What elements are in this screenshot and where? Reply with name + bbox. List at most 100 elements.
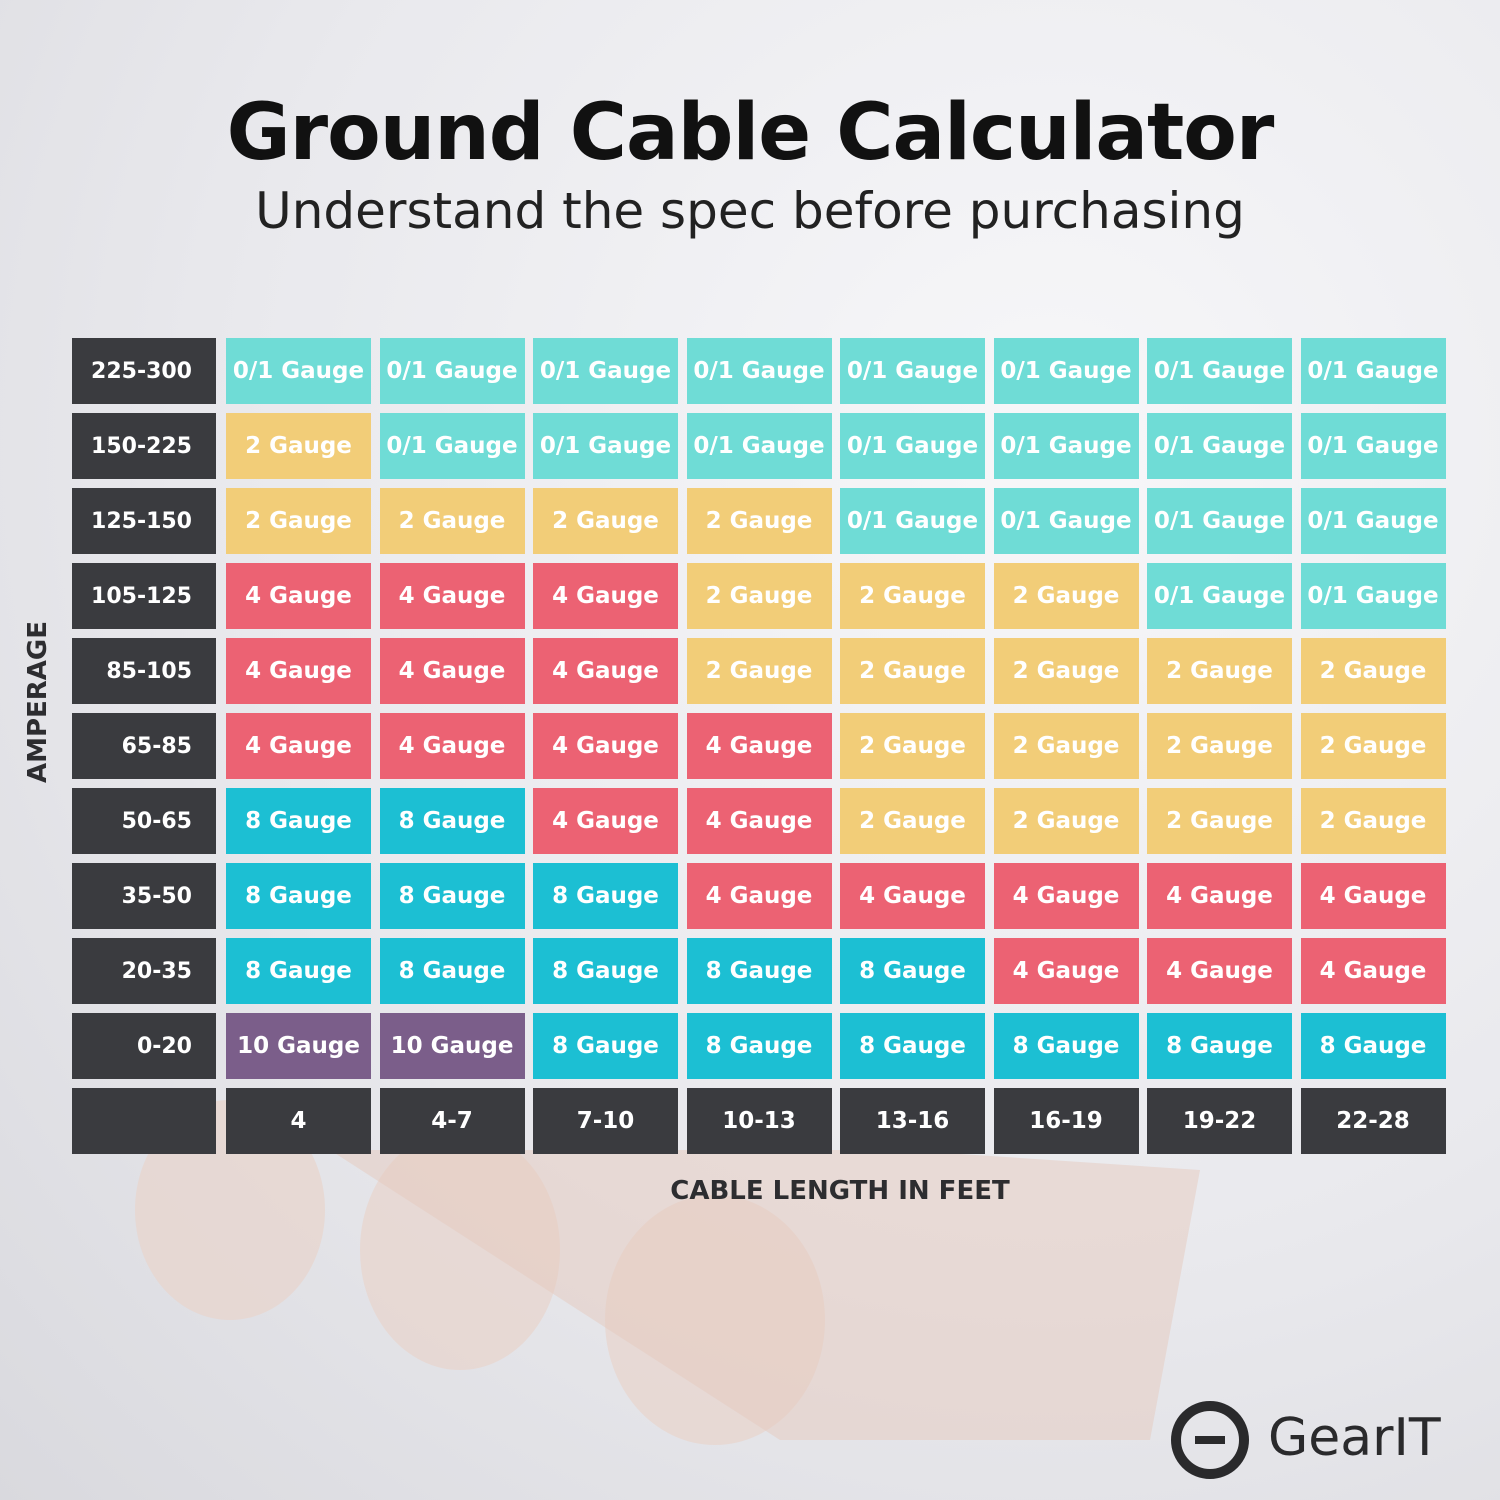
gauge-cell: 4 Gauge bbox=[686, 863, 832, 929]
gauge-cell: 0/1 Gauge bbox=[840, 413, 985, 479]
gauge-cell: 4 Gauge bbox=[686, 788, 832, 854]
gauge-cell: 2 Gauge bbox=[840, 638, 985, 704]
gauge-cell: 4 Gauge bbox=[1300, 938, 1446, 1004]
gauge-cell: 4 Gauge bbox=[226, 638, 371, 704]
gauge-cell: 8 Gauge bbox=[686, 938, 832, 1004]
gauge-cell: 0/1 Gauge bbox=[1300, 488, 1446, 554]
gauge-cell: 4 Gauge bbox=[993, 938, 1139, 1004]
gauge-cell: 2 Gauge bbox=[226, 413, 371, 479]
gauge-cell: 8 Gauge bbox=[840, 1013, 985, 1079]
gauge-cell: 4 Gauge bbox=[840, 863, 985, 929]
gauge-cell: 2 Gauge bbox=[1147, 713, 1292, 779]
gauge-cell: 4 Gauge bbox=[379, 563, 525, 629]
gauge-cell: 2 Gauge bbox=[993, 788, 1139, 854]
gauge-cell: 2 Gauge bbox=[840, 788, 985, 854]
gauge-cell: 4 Gauge bbox=[226, 713, 371, 779]
row-label: 65-85 bbox=[72, 713, 216, 779]
column-label: 13-16 bbox=[840, 1088, 985, 1154]
gauge-cell: 0/1 Gauge bbox=[379, 338, 525, 404]
gauge-cell: 2 Gauge bbox=[533, 488, 678, 554]
column-label: 4-7 bbox=[379, 1088, 525, 1154]
gauge-cell: 8 Gauge bbox=[226, 863, 371, 929]
gauge-cell: 0/1 Gauge bbox=[840, 488, 985, 554]
gauge-cell: 0/1 Gauge bbox=[1147, 413, 1292, 479]
gauge-cell: 4 Gauge bbox=[686, 713, 832, 779]
row-label: 20-35 bbox=[72, 938, 216, 1004]
gauge-cell: 0/1 Gauge bbox=[1300, 563, 1446, 629]
gauge-cell: 0/1 Gauge bbox=[686, 338, 832, 404]
gauge-cell: 2 Gauge bbox=[686, 563, 832, 629]
y-axis-label: AMPERAGE bbox=[23, 620, 53, 784]
gauge-cell: 2 Gauge bbox=[226, 488, 371, 554]
gauge-cell: 0/1 Gauge bbox=[840, 338, 985, 404]
row-label: 150-225 bbox=[72, 413, 216, 479]
gauge-cell: 2 Gauge bbox=[379, 488, 525, 554]
row-label: 225-300 bbox=[72, 338, 216, 404]
column-label: 22-28 bbox=[1300, 1088, 1446, 1154]
gauge-cell: 8 Gauge bbox=[379, 863, 525, 929]
x-axis-label: CABLE LENGTH IN FEET bbox=[670, 1176, 1010, 1206]
row-label: 105-125 bbox=[72, 563, 216, 629]
gauge-cell: 2 Gauge bbox=[1147, 788, 1292, 854]
corner-cell bbox=[72, 1088, 216, 1154]
gauge-cell: 8 Gauge bbox=[993, 1013, 1139, 1079]
brand: GearIT bbox=[1268, 1408, 1441, 1468]
gauge-cell: 0/1 Gauge bbox=[533, 413, 678, 479]
gauge-cell: 0/1 Gauge bbox=[993, 488, 1139, 554]
gauge-cell: 8 Gauge bbox=[226, 788, 371, 854]
gauge-cell: 8 Gauge bbox=[533, 1013, 678, 1079]
gauge-cell: 2 Gauge bbox=[686, 638, 832, 704]
column-label: 4 bbox=[226, 1088, 371, 1154]
gauge-cell: 2 Gauge bbox=[840, 713, 985, 779]
gauge-cell: 0/1 Gauge bbox=[686, 413, 832, 479]
gauge-cell: 4 Gauge bbox=[533, 563, 678, 629]
subtitle: Understand the spec before purchasing bbox=[255, 182, 1245, 240]
gauge-cell: 4 Gauge bbox=[1147, 863, 1292, 929]
gauge-cell: 4 Gauge bbox=[533, 638, 678, 704]
gauge-cell: 0/1 Gauge bbox=[1147, 488, 1292, 554]
gauge-cell: 4 Gauge bbox=[379, 638, 525, 704]
row-label: 50-65 bbox=[72, 788, 216, 854]
gauge-cell: 0/1 Gauge bbox=[1147, 563, 1292, 629]
gauge-cell: 4 Gauge bbox=[1300, 863, 1446, 929]
column-label: 19-22 bbox=[1147, 1088, 1292, 1154]
gauge-cell: 0/1 Gauge bbox=[1147, 338, 1292, 404]
gauge-cell: 2 Gauge bbox=[1300, 713, 1446, 779]
gauge-cell: 2 Gauge bbox=[993, 563, 1139, 629]
gauge-cell: 0/1 Gauge bbox=[379, 413, 525, 479]
gauge-cell: 8 Gauge bbox=[686, 1013, 832, 1079]
column-label: 7-10 bbox=[533, 1088, 678, 1154]
gauge-cell: 4 Gauge bbox=[1147, 938, 1292, 1004]
gauge-cell: 0/1 Gauge bbox=[1300, 413, 1446, 479]
row-label: 35-50 bbox=[72, 863, 216, 929]
gauge-cell: 2 Gauge bbox=[993, 638, 1139, 704]
gauge-cell: 2 Gauge bbox=[1300, 788, 1446, 854]
gauge-cell: 8 Gauge bbox=[226, 938, 371, 1004]
gauge-cell: 0/1 Gauge bbox=[993, 413, 1139, 479]
gauge-cell: 4 Gauge bbox=[533, 788, 678, 854]
gauge-cell: 2 Gauge bbox=[686, 488, 832, 554]
row-label: 85-105 bbox=[72, 638, 216, 704]
gauge-cell: 8 Gauge bbox=[533, 863, 678, 929]
gauge-cell: 2 Gauge bbox=[840, 563, 985, 629]
gauge-cell: 8 Gauge bbox=[379, 788, 525, 854]
gauge-cell: 8 Gauge bbox=[1300, 1013, 1446, 1079]
gauge-cell: 10 Gauge bbox=[379, 1013, 525, 1079]
gauge-cell: 10 Gauge bbox=[226, 1013, 371, 1079]
column-label: 10-13 bbox=[686, 1088, 832, 1154]
gauge-cell: 2 Gauge bbox=[993, 713, 1139, 779]
gauge-cell: 4 Gauge bbox=[226, 563, 371, 629]
gauge-cell: 8 Gauge bbox=[379, 938, 525, 1004]
gauge-cell: 2 Gauge bbox=[1147, 638, 1292, 704]
gauge-cell: 8 Gauge bbox=[533, 938, 678, 1004]
column-label: 16-19 bbox=[993, 1088, 1139, 1154]
gauge-cell: 0/1 Gauge bbox=[226, 338, 371, 404]
gauge-cell: 0/1 Gauge bbox=[533, 338, 678, 404]
row-label: 0-20 bbox=[72, 1013, 216, 1079]
gauge-cell: 8 Gauge bbox=[840, 938, 985, 1004]
title: Ground Cable Calculator bbox=[226, 88, 1275, 178]
gauge-cell: 4 Gauge bbox=[379, 713, 525, 779]
gauge-cell: 4 Gauge bbox=[533, 713, 678, 779]
